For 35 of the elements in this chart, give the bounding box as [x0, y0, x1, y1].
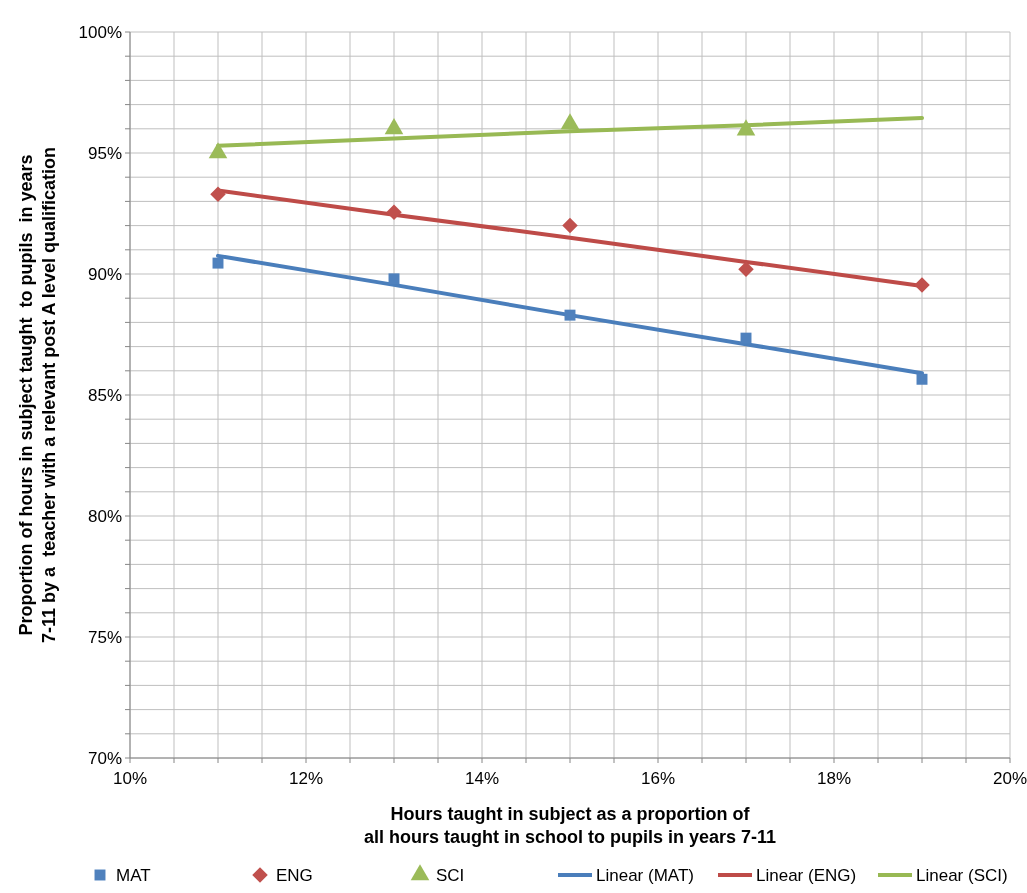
y-tick-label: 95% — [87, 144, 122, 163]
legend-label: Linear (SCI) — [916, 866, 1008, 885]
point — [208, 142, 228, 159]
point — [916, 373, 928, 385]
legend-label: Linear (MAT) — [596, 866, 694, 885]
point — [562, 217, 578, 234]
point — [212, 257, 224, 269]
point — [560, 113, 580, 130]
x-tick-label: 12% — [288, 769, 324, 788]
x-tick-label: 18% — [816, 769, 852, 788]
x-tick-label: 16% — [640, 769, 676, 788]
x-tick-label: 10% — [112, 769, 148, 788]
point — [388, 273, 400, 285]
y-tick-label: 100% — [78, 23, 122, 42]
y-tick-label: 90% — [87, 265, 122, 284]
point — [738, 261, 754, 277]
x-tick-label: 14% — [464, 769, 500, 788]
y-tick-label: 75% — [87, 628, 122, 647]
y-tick-label: 70% — [87, 749, 122, 768]
point — [210, 186, 226, 202]
legend-label: Linear (ENG) — [756, 866, 857, 885]
x-tick-label: 20% — [992, 769, 1027, 788]
point — [914, 277, 930, 293]
point — [736, 119, 756, 136]
x-axis-title: Hours taught in subject as a proportion of all hours taught in school to pupils in years 7-11 — [363, 804, 777, 847]
legend-label: ENG — [276, 866, 313, 885]
point — [740, 332, 752, 344]
point — [384, 118, 404, 135]
legend-label: SCI — [436, 866, 465, 885]
y-tick-label: 85% — [87, 386, 122, 405]
point — [386, 204, 402, 221]
legend-label: MAT — [116, 866, 151, 885]
y-tick-label: 80% — [87, 507, 122, 526]
y-axis-title: Proportion of hours in subject taught to pupils in years 7-11 by a teacher with a relevant post A level qualification — [16, 147, 59, 643]
point — [564, 309, 576, 321]
